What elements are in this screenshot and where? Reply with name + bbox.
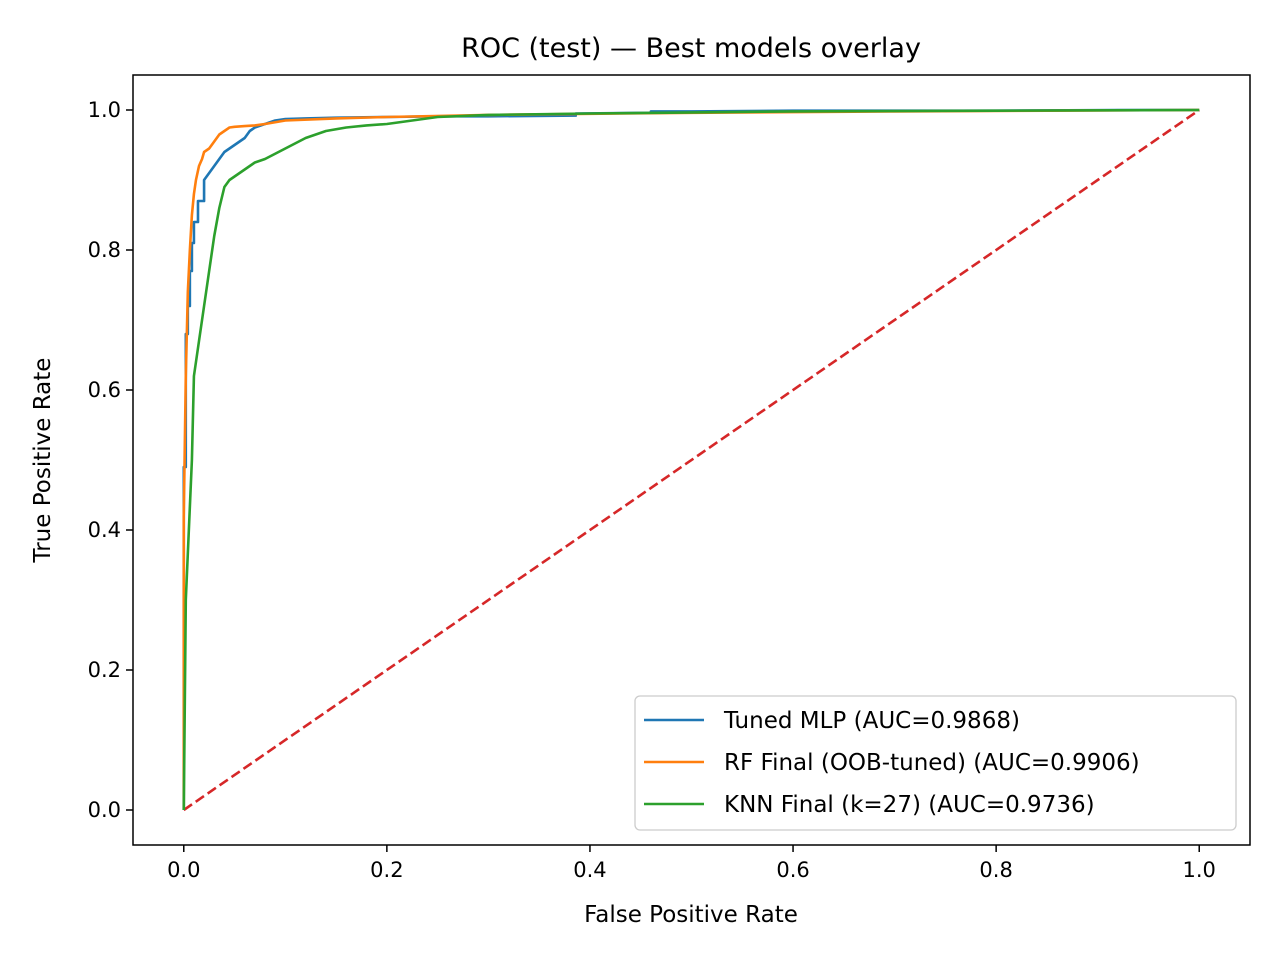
y-tick-label: 1.0: [88, 98, 121, 122]
chance-diagonal-line: [183, 108, 1200, 812]
series-line-2: [182, 108, 1200, 811]
y-tick-label: 0.4: [88, 518, 121, 542]
x-tick-label: 0.2: [370, 858, 403, 882]
y-axis-label: True Positive Rate: [30, 358, 56, 564]
legend-entry: KNN Final (k=27) (AUC=0.9736): [724, 792, 1095, 818]
y-tick-label: 0.6: [88, 378, 121, 402]
legend: Tuned MLP (AUC=0.9868) RF Final (OOB-tune…: [634, 695, 1237, 831]
legend-entry: RF Final (OOB-tuned) (AUC=0.9906): [724, 750, 1140, 776]
legend-entry: Tuned MLP (AUC=0.9868): [723, 708, 1020, 734]
x-axis: 0.0 0.2 0.4 0.6 0.8 1.0: [167, 845, 1216, 882]
chart-title: ROC (test) — Best models overlay: [461, 33, 921, 64]
y-tick-label: 0.8: [88, 238, 121, 262]
y-axis: 0.0 0.2 0.4 0.6 0.8 1.0: [88, 98, 133, 822]
x-axis-label: False Positive Rate: [584, 902, 798, 928]
plot-frame: [132, 74, 1251, 846]
legend-box: [634, 695, 1237, 831]
x-tick-label: 0.8: [979, 858, 1012, 882]
x-tick-label: 0.4: [573, 858, 606, 882]
y-tick-label: 0.2: [88, 658, 121, 682]
series-layer: [182, 108, 1200, 812]
x-tick-label: 0.6: [776, 858, 809, 882]
y-tick-label: 0.0: [88, 798, 121, 822]
x-tick-label: 0.0: [167, 858, 200, 882]
x-tick-label: 1.0: [1183, 858, 1216, 882]
